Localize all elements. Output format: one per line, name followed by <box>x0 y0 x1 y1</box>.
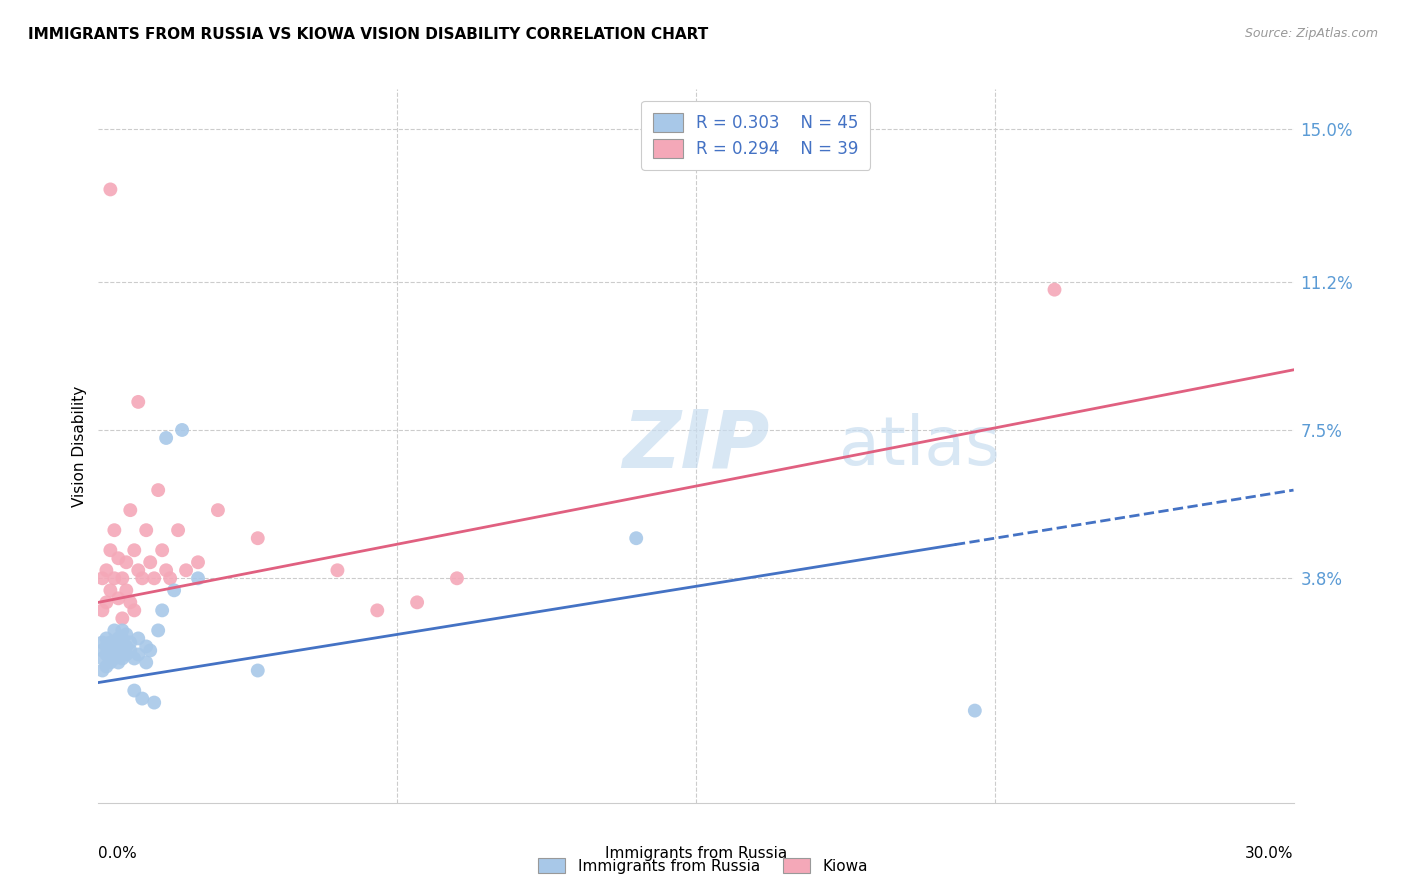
Point <box>159 571 181 585</box>
Point <box>100 656 122 670</box>
Point <box>96 563 118 577</box>
Point <box>124 683 146 698</box>
Point <box>100 182 122 196</box>
Point <box>135 640 157 654</box>
Point <box>366 603 388 617</box>
Point <box>103 523 125 537</box>
Point <box>100 648 122 662</box>
Point <box>174 563 197 577</box>
Point <box>91 635 114 649</box>
Point <box>155 431 177 445</box>
Point <box>96 595 118 609</box>
Point <box>127 563 149 577</box>
Point <box>246 531 269 545</box>
Point <box>1043 283 1066 297</box>
Point <box>626 531 648 545</box>
Point <box>120 643 142 657</box>
Point <box>446 571 468 585</box>
Point <box>91 643 114 657</box>
Point <box>127 395 149 409</box>
Point <box>91 651 114 665</box>
Point <box>103 651 125 665</box>
Point <box>163 583 186 598</box>
Point <box>246 664 269 678</box>
Point <box>103 643 125 657</box>
Point <box>107 632 129 646</box>
Text: atlas: atlas <box>839 413 1000 479</box>
Point <box>120 635 142 649</box>
Text: 30.0%: 30.0% <box>1246 846 1294 861</box>
Point <box>115 627 138 641</box>
Legend: R = 0.303    N = 45, R = 0.294    N = 39: R = 0.303 N = 45, R = 0.294 N = 39 <box>641 101 870 169</box>
Point <box>100 543 122 558</box>
Point <box>131 691 153 706</box>
Point <box>326 563 349 577</box>
Point <box>406 595 429 609</box>
Point <box>172 423 194 437</box>
Text: 0.0%: 0.0% <box>98 846 138 861</box>
Point <box>96 640 118 654</box>
Point <box>111 611 134 625</box>
Point <box>111 624 134 638</box>
Point <box>107 656 129 670</box>
Point <box>167 523 190 537</box>
Point <box>111 643 134 657</box>
Point <box>103 635 125 649</box>
Point <box>91 603 114 617</box>
Text: IMMIGRANTS FROM RUSSIA VS KIOWA VISION DISABILITY CORRELATION CHART: IMMIGRANTS FROM RUSSIA VS KIOWA VISION D… <box>28 27 709 42</box>
Point <box>148 624 170 638</box>
Point <box>155 563 177 577</box>
Point <box>91 571 114 585</box>
Point <box>124 651 146 665</box>
Point <box>124 543 146 558</box>
Point <box>111 632 134 646</box>
Point <box>143 571 166 585</box>
Point <box>96 648 118 662</box>
Point <box>103 624 125 638</box>
Point <box>187 555 209 569</box>
Text: Source: ZipAtlas.com: Source: ZipAtlas.com <box>1244 27 1378 40</box>
Point <box>120 503 142 517</box>
Point <box>150 543 173 558</box>
Point <box>135 523 157 537</box>
Point <box>91 664 114 678</box>
Point <box>111 571 134 585</box>
Point <box>135 656 157 670</box>
Point <box>96 659 118 673</box>
Point <box>100 635 122 649</box>
Point <box>111 651 134 665</box>
Point <box>120 595 142 609</box>
Point <box>139 643 162 657</box>
Point <box>963 704 986 718</box>
Legend: Immigrants from Russia, Kiowa: Immigrants from Russia, Kiowa <box>531 852 875 880</box>
Point <box>103 571 125 585</box>
Point <box>131 571 153 585</box>
Point <box>107 551 129 566</box>
Point <box>107 591 129 606</box>
Point <box>143 696 166 710</box>
Point <box>115 583 138 598</box>
Text: ZIP: ZIP <box>623 407 769 485</box>
Point <box>100 583 122 598</box>
Point <box>150 603 173 617</box>
Y-axis label: Vision Disability: Vision Disability <box>72 385 87 507</box>
Point <box>139 555 162 569</box>
Point <box>127 648 149 662</box>
Point <box>115 640 138 654</box>
Point <box>148 483 170 497</box>
Point <box>124 603 146 617</box>
Point <box>127 632 149 646</box>
Point <box>115 555 138 569</box>
Text: Immigrants from Russia: Immigrants from Russia <box>605 846 787 861</box>
Point <box>115 648 138 662</box>
Point <box>187 571 209 585</box>
Point <box>207 503 229 517</box>
Point <box>107 643 129 657</box>
Point <box>96 632 118 646</box>
